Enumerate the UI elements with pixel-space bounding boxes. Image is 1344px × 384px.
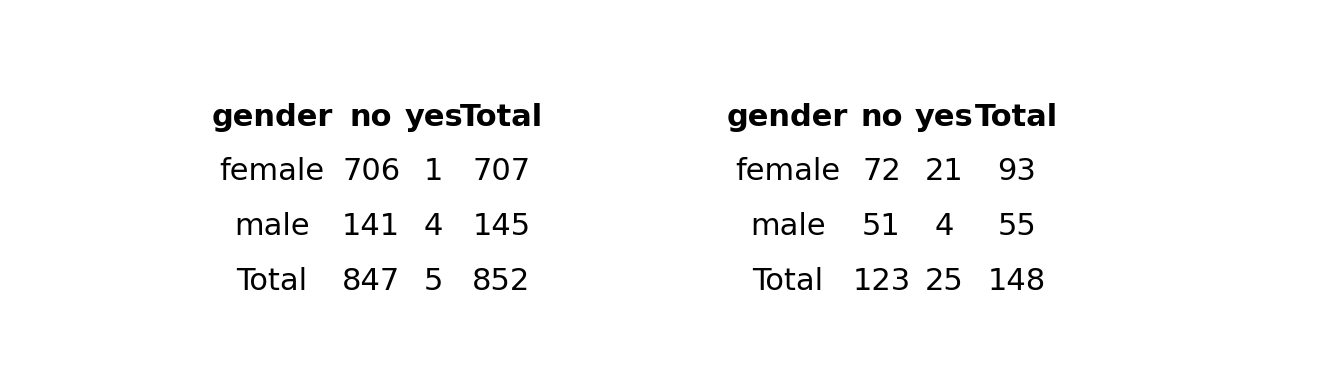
Text: gender: gender: [727, 103, 848, 132]
Text: 852: 852: [472, 266, 531, 296]
Text: 148: 148: [988, 266, 1046, 296]
Text: female: female: [735, 157, 840, 186]
Text: male: male: [234, 212, 310, 241]
Text: gender: gender: [211, 103, 333, 132]
Text: no: no: [860, 103, 903, 132]
Text: 72: 72: [862, 157, 900, 186]
Text: 4: 4: [423, 212, 444, 241]
Text: yes: yes: [915, 103, 973, 132]
Text: 5: 5: [423, 266, 444, 296]
Text: 145: 145: [472, 212, 531, 241]
Text: 141: 141: [343, 212, 401, 241]
Text: 4: 4: [934, 212, 954, 241]
Text: 21: 21: [925, 157, 964, 186]
Text: 707: 707: [472, 157, 531, 186]
Text: 25: 25: [925, 266, 964, 296]
Text: Total: Total: [976, 103, 1059, 132]
Text: no: no: [349, 103, 392, 132]
Text: male: male: [750, 212, 825, 241]
Text: 51: 51: [862, 212, 900, 241]
Text: 55: 55: [997, 212, 1036, 241]
Text: Total: Total: [753, 266, 824, 296]
Text: 706: 706: [343, 157, 401, 186]
Text: yes: yes: [405, 103, 462, 132]
Text: 1: 1: [423, 157, 444, 186]
Text: female: female: [219, 157, 325, 186]
Text: Total: Total: [237, 266, 308, 296]
Text: 93: 93: [997, 157, 1036, 186]
Text: 123: 123: [852, 266, 911, 296]
Text: Total: Total: [460, 103, 543, 132]
Text: 847: 847: [341, 266, 401, 296]
